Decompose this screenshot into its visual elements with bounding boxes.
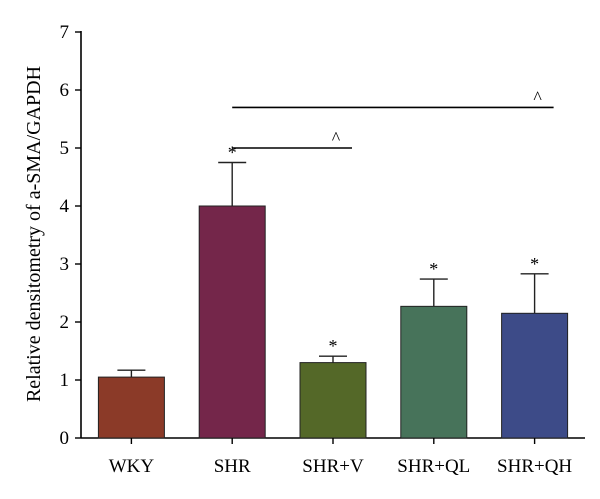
y-tick-label: 4 xyxy=(60,196,70,217)
y-tick-label: 7 xyxy=(60,22,70,43)
x-tick-label: SHR+QL xyxy=(397,456,470,477)
y-tick-label: 6 xyxy=(60,80,70,101)
comparison-mark: ^ xyxy=(533,87,542,107)
x-tick-label: SHR+QH xyxy=(497,456,572,477)
bar xyxy=(400,305,468,439)
significance-mark: * xyxy=(228,143,237,163)
comparison-mark: ^ xyxy=(332,128,341,148)
bar xyxy=(198,205,266,439)
bar xyxy=(501,312,569,439)
y-tick-label: 1 xyxy=(60,370,70,391)
x-tick-label: SHR xyxy=(214,456,251,477)
plot-area: 0 1 2 3 4 5 6 7 WKY * SHR * SHR+V * SHR+QL * SHR+QH ^ ^ xyxy=(60,22,585,477)
y-tick-label: 0 xyxy=(60,428,70,449)
y-tick-label: 3 xyxy=(60,254,70,275)
y-tick-label: 2 xyxy=(60,312,70,333)
significance-mark: * xyxy=(530,254,539,274)
x-tick-label: WKY xyxy=(109,456,155,477)
y-tick-label: 5 xyxy=(60,138,70,159)
bar xyxy=(97,376,165,439)
bar xyxy=(299,362,367,439)
significance-mark: * xyxy=(429,259,438,279)
x-tick-label: SHR+V xyxy=(302,456,364,477)
y-axis-label: Relative densitometry of a-SMA/GAPDH xyxy=(23,66,45,402)
significance-mark: * xyxy=(329,336,338,356)
